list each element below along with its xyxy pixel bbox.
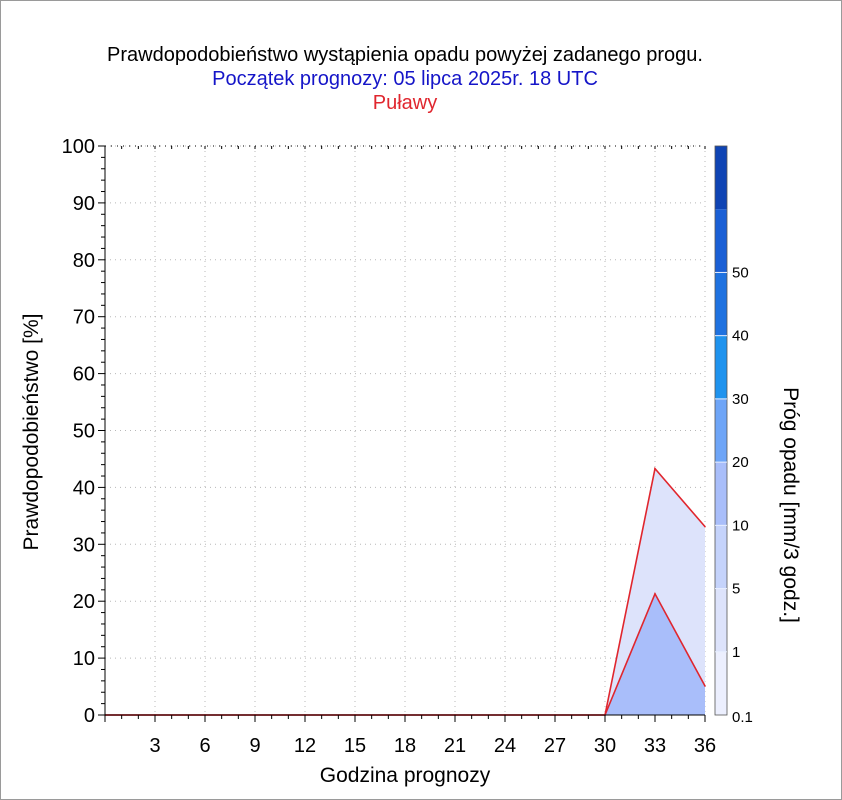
colorbar-level-label: 10 <box>732 517 749 534</box>
colorbar-band <box>715 651 727 715</box>
forecast-start-subtitle: Początek prognozy: 05 lipca 2025r. 18 UT… <box>212 68 598 90</box>
y-tick-label: 90 <box>73 193 95 215</box>
x-tick-label: 33 <box>644 735 666 757</box>
y-tick-label: 0 <box>84 705 95 727</box>
colorbar-band <box>715 335 727 399</box>
x-tick-label: 24 <box>494 735 516 757</box>
y-tick-label: 80 <box>73 250 95 272</box>
y-tick-label: 60 <box>73 364 95 386</box>
chart-title: Prawdopodobieństwo wystąpienia opadu pow… <box>107 44 703 66</box>
x-axis-label: Godzina prognozy <box>320 764 491 787</box>
colorbar-level-label: 40 <box>732 328 749 345</box>
data-point <box>654 467 656 470</box>
y-tick-label: 40 <box>73 477 95 499</box>
colorbar-band <box>715 525 727 589</box>
colorbar-label: Próg opadu [mm/3 godz.] <box>779 387 802 623</box>
y-tick-label: 70 <box>73 307 95 329</box>
y-tick-label: 100 <box>62 136 95 158</box>
colorbar-band <box>715 146 727 210</box>
x-tick-label: 21 <box>444 735 466 757</box>
colorbar-band <box>715 462 727 526</box>
x-tick-label: 15 <box>344 735 366 757</box>
x-tick-label: 3 <box>149 735 160 757</box>
colorbar-level-label: 5 <box>732 581 740 598</box>
x-tick-label: 6 <box>199 735 210 757</box>
y-tick-label: 20 <box>73 591 95 613</box>
x-tick-label: 27 <box>544 735 566 757</box>
colorbar-band <box>715 398 727 463</box>
data-point <box>704 685 706 687</box>
colorbar-band <box>715 272 727 336</box>
x-tick-label: 18 <box>394 735 416 757</box>
y-tick-label: 30 <box>73 534 95 556</box>
colorbar-level-label: 20 <box>732 454 749 471</box>
colorbar-level-label: 50 <box>732 264 749 281</box>
colorbar-border <box>714 145 728 716</box>
colorbar-band <box>715 209 727 273</box>
y-tick-label: 50 <box>73 421 95 443</box>
colorbar-level-label: 1 <box>732 644 740 661</box>
y-tick-label: 10 <box>73 648 95 670</box>
data-point <box>704 525 706 528</box>
x-tick-label: 12 <box>294 735 316 757</box>
y-axis-label: Prawdopodobieństwo [%] <box>20 314 43 551</box>
data-point <box>654 593 656 595</box>
x-tick-label: 9 <box>249 735 260 757</box>
colorbar-band <box>715 588 727 652</box>
x-tick-label: 36 <box>694 735 716 757</box>
axes <box>98 145 706 722</box>
x-tick-label: 30 <box>594 735 616 757</box>
area-threshold-1 <box>105 593 705 715</box>
colorbar: 0.1 1 5 10 20 30 40 50 <box>714 145 753 726</box>
colorbar-level-label: 30 <box>732 391 749 408</box>
grid <box>105 145 706 715</box>
location-label: Puławy <box>373 92 437 114</box>
colorbar-level-label: 0.1 <box>732 709 753 726</box>
